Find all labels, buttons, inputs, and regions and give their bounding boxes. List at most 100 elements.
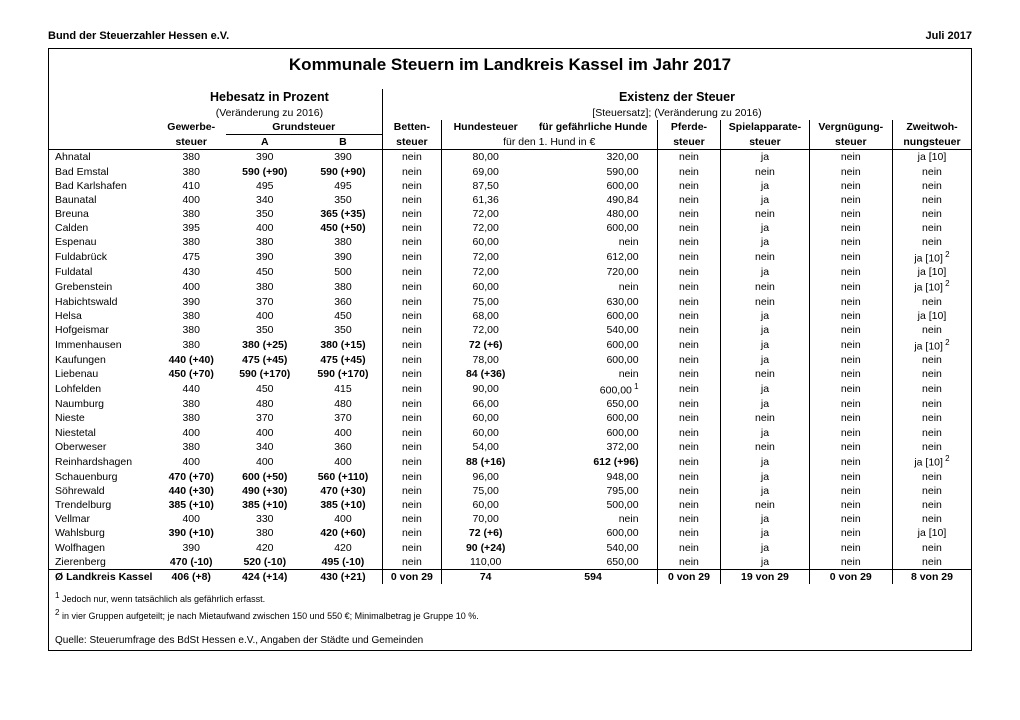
- cell: nein: [892, 541, 971, 555]
- cell: 350: [304, 193, 382, 207]
- cell: nein: [657, 411, 721, 425]
- cell: 75,00: [441, 484, 529, 498]
- cell: Oberweser: [49, 440, 157, 454]
- cell: Fuldabrück: [49, 250, 157, 266]
- cell: nein: [382, 353, 441, 367]
- cell: ja: [721, 309, 809, 323]
- cell: 72,00: [441, 323, 529, 337]
- cell: 590 (+90): [226, 165, 304, 179]
- col-header-2: steuer A B steuer für den 1. Hund in € s…: [49, 135, 971, 150]
- cell: nein: [382, 250, 441, 266]
- cell: nein: [809, 526, 892, 540]
- col-betten2: steuer: [382, 135, 441, 150]
- col-header-1: Gewerbe- Grundsteuer Betten- Hundesteuer…: [49, 120, 971, 135]
- cell: 360: [304, 440, 382, 454]
- cell: Vellmar: [49, 512, 157, 526]
- cell: 380: [157, 411, 226, 425]
- cell: nein: [657, 338, 721, 354]
- cell: 500,00: [530, 498, 658, 512]
- main-frame: Kommunale Steuern im Landkreis Kassel im…: [48, 48, 972, 651]
- cell: nein: [809, 484, 892, 498]
- cell: 80,00: [441, 150, 529, 165]
- cell: 60,00: [441, 279, 529, 295]
- cell: 430: [157, 265, 226, 279]
- cell: 380: [157, 165, 226, 179]
- cell: 440: [157, 382, 226, 398]
- cell: nein: [530, 367, 658, 381]
- cell: 590 (+90): [304, 165, 382, 179]
- cell: 600,00: [530, 338, 658, 354]
- cell: nein: [657, 397, 721, 411]
- page-header: Bund der Steuerzahler Hessen e.V. Juli 2…: [48, 30, 972, 42]
- cell: ja: [721, 150, 809, 165]
- section-right-sub: [Steuersatz]; (Veränderung zu 2016): [382, 106, 971, 120]
- cell: nein: [809, 338, 892, 354]
- cell: nein: [892, 207, 971, 221]
- cell: nein: [382, 221, 441, 235]
- cell: nein: [892, 193, 971, 207]
- cell: nein: [382, 279, 441, 295]
- footnote-2: 2 in vier Gruppen aufgeteilt; je nach Mi…: [55, 607, 965, 624]
- cell: Bad Emstal: [49, 165, 157, 179]
- cell: nein: [382, 207, 441, 221]
- cell: nein: [721, 165, 809, 179]
- cell: 69,00: [441, 165, 529, 179]
- source-line: Quelle: Steuerumfrage des BdSt Hessen e.…: [49, 625, 971, 650]
- cell: nein: [657, 221, 721, 235]
- cell: nein: [721, 295, 809, 309]
- cell: 415: [304, 382, 382, 398]
- cell: Immenhausen: [49, 338, 157, 354]
- cell: 420 (+60): [304, 526, 382, 540]
- cell: 380: [157, 309, 226, 323]
- cell: 390: [226, 250, 304, 266]
- cell: Espenau: [49, 235, 157, 249]
- table-row: Helsa380400450nein68,00600,00neinjaneinj…: [49, 309, 971, 323]
- cell: nein: [657, 193, 721, 207]
- cell: 480: [226, 397, 304, 411]
- cell: 650,00: [530, 397, 658, 411]
- cell: 90,00: [441, 382, 529, 398]
- col-zweit2: nungsteuer: [892, 135, 971, 150]
- cell: 380: [226, 235, 304, 249]
- cell: 495: [304, 179, 382, 193]
- cell: 380: [157, 323, 226, 337]
- col-verg2: steuer: [809, 135, 892, 150]
- cell: nein: [382, 555, 441, 570]
- cell: 84 (+36): [441, 367, 529, 381]
- cell: 600,00: [530, 411, 658, 425]
- table-row: Trendelburg385 (+10)385 (+10)385 (+10)ne…: [49, 498, 971, 512]
- cell: 400: [157, 193, 226, 207]
- table-row: Wahlsburg390 (+10)380420 (+60)nein72 (+6…: [49, 526, 971, 540]
- cell: 420: [304, 541, 382, 555]
- cell: Wolfhagen: [49, 541, 157, 555]
- cell: nein: [892, 179, 971, 193]
- cell: ja: [721, 555, 809, 570]
- cell: 61,36: [441, 193, 529, 207]
- cell: 340: [226, 193, 304, 207]
- cell: nein: [809, 265, 892, 279]
- col-pferde2: steuer: [657, 135, 721, 150]
- cell: 320,00: [530, 150, 658, 165]
- cell: nein: [657, 150, 721, 165]
- cell: 400: [157, 426, 226, 440]
- col-gewerbe: Gewerbe-: [157, 120, 226, 135]
- cell: nein: [657, 279, 721, 295]
- table-row: Calden395400450 (+50)nein72,00600,00nein…: [49, 221, 971, 235]
- cell: ja: [721, 397, 809, 411]
- cell: 440 (+40): [157, 353, 226, 367]
- cell: nein: [809, 512, 892, 526]
- cell: 440 (+30): [157, 484, 226, 498]
- cell: nein: [530, 235, 658, 249]
- table-row: Kaufungen440 (+40)475 (+45)475 (+45)nein…: [49, 353, 971, 367]
- cell: nein: [809, 150, 892, 165]
- cell: Schauenburg: [49, 470, 157, 484]
- cell: 370: [226, 295, 304, 309]
- cell: 560 (+110): [304, 470, 382, 484]
- cell: 370: [226, 411, 304, 425]
- sum-v: 0 von 29: [809, 569, 892, 584]
- cell: nein: [657, 470, 721, 484]
- cell: ja [10]: [892, 526, 971, 540]
- cell: 450 (+70): [157, 367, 226, 381]
- table-row: Söhrewald440 (+30)490 (+30)470 (+30)nein…: [49, 484, 971, 498]
- cell: ja [10]: [892, 150, 971, 165]
